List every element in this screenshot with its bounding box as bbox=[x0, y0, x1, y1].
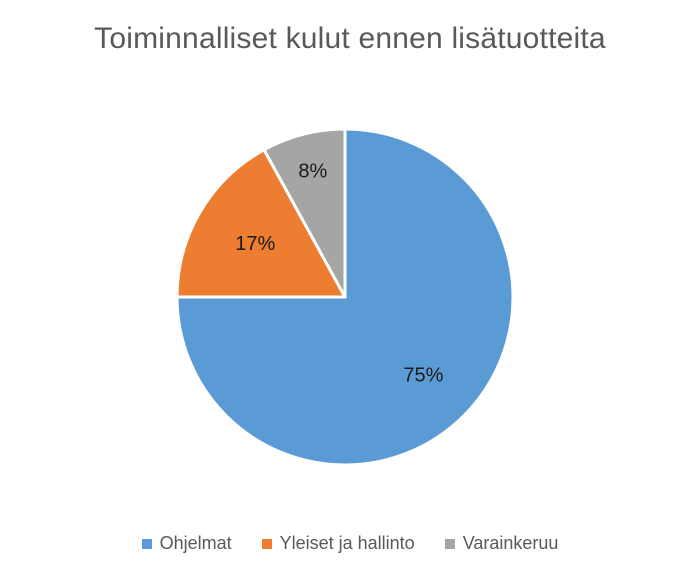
legend-item-ohjelmat: Ohjelmat bbox=[141, 533, 232, 554]
legend-swatch-ohjelmat bbox=[141, 538, 152, 549]
legend-label-varainkeruu: Varainkeruu bbox=[462, 533, 559, 553]
legend-label-ohjelmat: Ohjelmat bbox=[159, 533, 232, 553]
pie-slice-varainkeruu bbox=[262, 127, 347, 299]
legend-swatch-yleiset-ja-hallinto bbox=[261, 538, 272, 549]
data-label-varainkeruu: 8% bbox=[298, 161, 327, 183]
legend: Ohjelmat Yleiset ja hallinto Varainkeruu bbox=[0, 533, 700, 554]
pie-slice-yleiset-ja-hallinto bbox=[175, 148, 347, 299]
pie-slice-ohjelmat bbox=[175, 127, 515, 467]
legend-item-varainkeruu: Varainkeruu bbox=[444, 533, 559, 554]
chart-title: Toiminnalliset kulut ennen lisätuotteita bbox=[94, 22, 606, 55]
data-label-ohjelmat: 75% bbox=[403, 364, 443, 386]
legend-swatch-varainkeruu bbox=[444, 538, 455, 549]
legend-item-yleiset-ja-hallinto: Yleiset ja hallinto bbox=[261, 533, 415, 554]
legend-label-yleiset-ja-hallinto: Yleiset ja hallinto bbox=[279, 533, 415, 553]
data-label-yleiset-ja-hallinto: 17% bbox=[235, 233, 275, 255]
